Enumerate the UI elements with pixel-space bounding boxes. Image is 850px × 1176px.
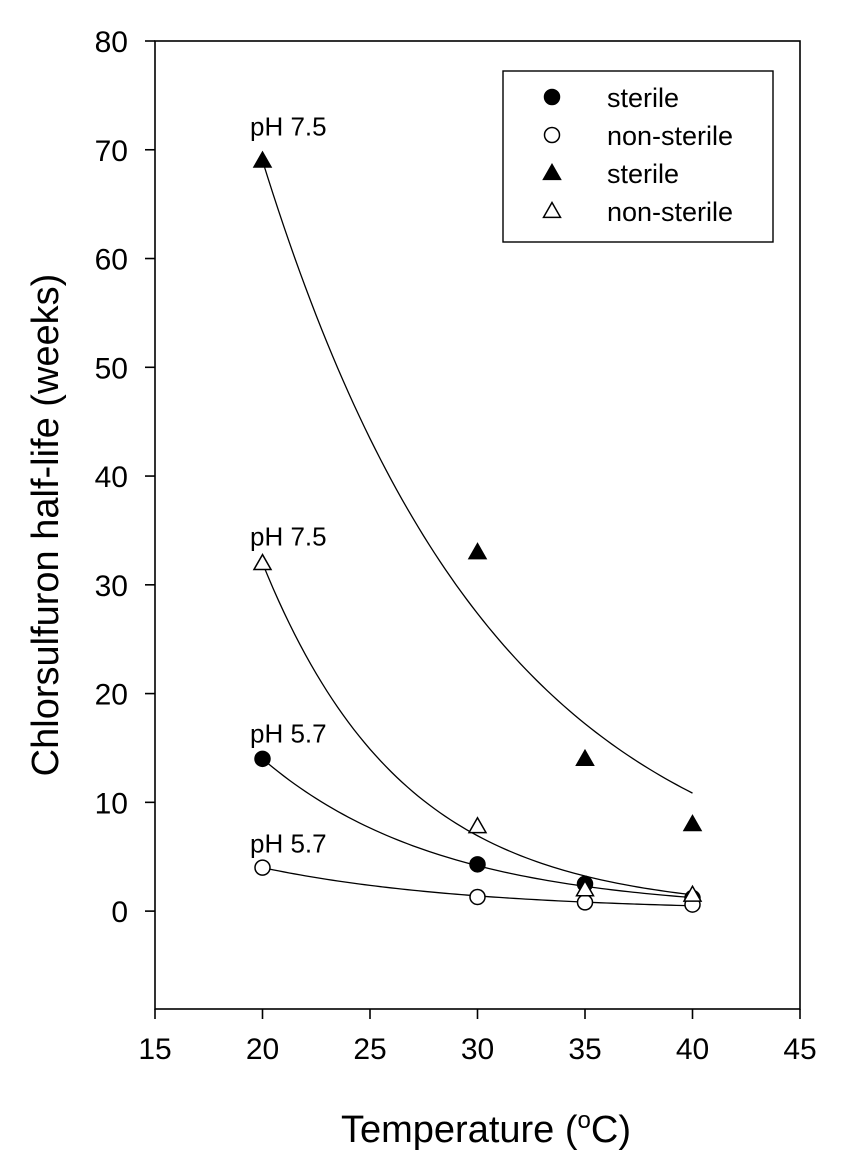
y-tick-label: 70 <box>95 135 128 168</box>
y-tick-label: 10 <box>95 787 128 820</box>
y-tick-label: 0 <box>111 896 128 929</box>
y-tick-label: 20 <box>95 679 128 712</box>
x-tick-label: 25 <box>353 1033 386 1066</box>
y-tick-label: 40 <box>95 461 128 494</box>
y-tick-label: 80 <box>95 26 128 59</box>
fit-curve-2 <box>261 160 693 794</box>
data-point-s0-0 <box>254 750 271 768</box>
annotation-label: pH 5.7 <box>250 719 327 749</box>
data-point-s2-1 <box>467 542 488 560</box>
legend-label: non-sterile <box>607 197 733 227</box>
data-point-s0-1 <box>469 856 486 873</box>
annotations: pH 7.5 pH 7.5 pH 5.7 pH 5.7 <box>250 112 327 859</box>
y-tick-label: 50 <box>95 352 128 385</box>
x-axis-title: Temperature (oC) <box>341 1107 631 1151</box>
legend-marker-1 <box>543 126 561 144</box>
x-tick-label: 40 <box>676 1033 709 1066</box>
y-tick-label: 30 <box>95 570 128 603</box>
legend-marker-2 <box>542 162 562 181</box>
annotation-label: pH 5.7 <box>250 828 327 858</box>
legend-marker-3 <box>542 200 562 219</box>
x-tick-label: 20 <box>246 1033 279 1066</box>
data-point-s1-1 <box>469 888 486 906</box>
x-axis-unit-superscript: o <box>578 1107 591 1134</box>
x-tick-label: 15 <box>138 1033 171 1066</box>
fit-curves <box>261 160 693 907</box>
data-point-s3-2 <box>575 879 595 897</box>
data-point-s1-2 <box>576 894 594 911</box>
data-point-s2-0 <box>252 150 273 168</box>
data-points <box>252 150 703 913</box>
data-point-s2-2 <box>575 748 595 766</box>
x-tick-label: 35 <box>568 1033 601 1066</box>
data-point-s1-0 <box>254 859 271 876</box>
data-point-s3-0 <box>252 553 273 571</box>
x-tick-label: 45 <box>783 1033 816 1066</box>
data-point-s3-3 <box>682 884 703 902</box>
fit-curve-3 <box>261 562 693 896</box>
y-axis-title: Chlorsulfuron half-life (weeks) <box>25 274 67 777</box>
annotation-label: pH 7.5 <box>250 112 327 142</box>
legend-label: sterile <box>607 83 679 113</box>
y-tick-label: 60 <box>95 244 128 277</box>
data-point-s3-1 <box>467 816 488 834</box>
legend: sterile non-sterile sterile non-sterile <box>502 70 774 243</box>
legend-label: sterile <box>607 159 679 189</box>
legend-marker-0 <box>543 88 561 106</box>
annotation-label: pH 7.5 <box>250 522 327 552</box>
data-point-s2-3 <box>682 814 703 832</box>
axes: 0 10 20 30 40 50 60 70 80 15 20 25 30 35 40 45 <box>95 26 817 1066</box>
legend-label: non-sterile <box>607 121 733 151</box>
x-tick-label: 30 <box>461 1033 494 1066</box>
